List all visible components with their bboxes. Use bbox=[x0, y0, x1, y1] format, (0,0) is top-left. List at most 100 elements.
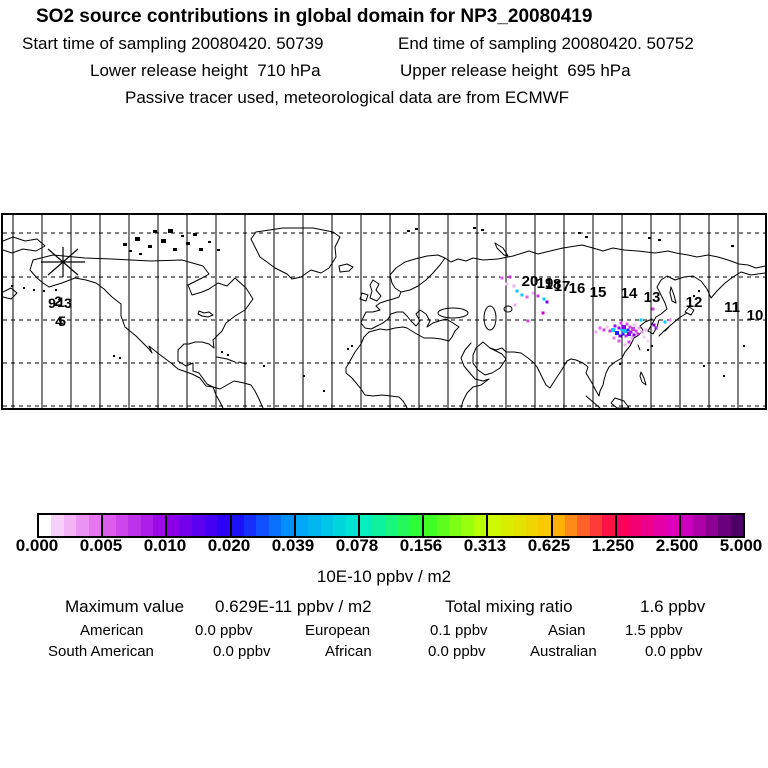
coast-europe-africa bbox=[345, 291, 460, 408]
coast-arabia bbox=[472, 341, 507, 376]
so2-contribution-pixel bbox=[605, 325, 609, 329]
so2-contribution-pixel bbox=[525, 295, 529, 299]
so2-contribution-pixel bbox=[598, 326, 602, 330]
tracer-note: Passive tracer used, meteorological data… bbox=[125, 88, 570, 107]
so2-contribution-pixel bbox=[541, 311, 545, 315]
trajectory-hour-label: 3 bbox=[64, 295, 72, 311]
lower-release-label: Lower release height 710 hPa bbox=[90, 61, 321, 80]
colorbar-cell bbox=[718, 515, 731, 536]
region-label-european: European bbox=[305, 622, 371, 639]
colorbar-tick-label: 2.500 bbox=[655, 536, 699, 555]
colorbar-cell bbox=[345, 515, 358, 536]
coast-iceland bbox=[338, 263, 354, 273]
so2-contribution-pixel bbox=[608, 329, 612, 333]
aral-sea bbox=[503, 305, 513, 313]
coast-sakhalin bbox=[669, 286, 677, 304]
coast-novaya-zemlya bbox=[494, 242, 509, 257]
colorbar-cell bbox=[295, 515, 309, 536]
colorbar-cell bbox=[436, 515, 449, 536]
so2-contribution-pixel bbox=[627, 340, 631, 344]
so2-contribution-pixel bbox=[634, 329, 638, 333]
upper-release-label: Upper release height 695 hPa bbox=[400, 61, 631, 80]
colorbar-cell bbox=[76, 515, 89, 536]
so2-contribution-pixel bbox=[642, 335, 646, 339]
so2-contribution-pixel bbox=[626, 328, 630, 332]
so2-contribution-pixel bbox=[545, 300, 549, 304]
region-value-asian: 1.5 ppbv bbox=[625, 622, 683, 639]
colorbar-tick-label: 0.078 bbox=[335, 536, 379, 555]
colorbar-cell bbox=[409, 515, 423, 536]
region-label-asian: Asian bbox=[548, 622, 586, 639]
coast-japan bbox=[658, 306, 695, 337]
so2-contribution-pixel bbox=[637, 326, 641, 330]
coast-north-america bbox=[29, 254, 254, 388]
colorbar-segment bbox=[39, 515, 104, 536]
trajectory-hour-label: 11 bbox=[724, 299, 740, 316]
max-value-label: Maximum value bbox=[65, 597, 185, 616]
coast-left-edge-fragment bbox=[3, 287, 18, 300]
coast-caribbean bbox=[216, 356, 247, 365]
so2-contribution-pixel bbox=[515, 289, 519, 293]
colorbar-cell bbox=[308, 515, 321, 536]
region-label-american: American bbox=[80, 622, 144, 639]
colorbar-units-label: 10E-10 ppbv / m2 bbox=[316, 567, 452, 586]
so2-contribution-pixel bbox=[623, 329, 627, 333]
colorbar-cell bbox=[538, 515, 551, 536]
so2-contribution-pixel bbox=[520, 293, 524, 297]
so2-contribution-pixel bbox=[542, 297, 546, 301]
colorbar-segment bbox=[424, 515, 489, 536]
so2-contribution-pixel bbox=[611, 328, 615, 332]
region-value-australian: 0.0 ppbv bbox=[645, 643, 703, 660]
so2-contribution-pixel bbox=[618, 334, 622, 338]
so2-contribution-pixel bbox=[639, 318, 643, 322]
so2-contribution-pixel bbox=[619, 321, 623, 325]
colorbar-tick-label: 0.039 bbox=[271, 536, 315, 555]
so2-contribution-pixel bbox=[617, 339, 621, 343]
colorbar-tick-label: 0.020 bbox=[207, 536, 251, 555]
trajectory-hour-label: 15 bbox=[590, 284, 607, 301]
so2-contribution-pixel bbox=[508, 275, 512, 279]
colorbar-cell bbox=[333, 515, 346, 536]
total-mixing-ratio-value: 1.6 ppbv bbox=[640, 597, 706, 616]
so2-contribution-pixel bbox=[625, 322, 629, 326]
coast-russia-north bbox=[444, 244, 765, 269]
trajectory-hour-label: 5 bbox=[58, 313, 66, 329]
colorbar-cell bbox=[63, 515, 77, 536]
so2-contribution-pixel bbox=[633, 323, 637, 327]
trajectory-hour-label: 18 bbox=[545, 276, 562, 293]
so2-contribution-pixel bbox=[602, 328, 606, 332]
so2-contribution-pixel bbox=[668, 318, 672, 322]
colorbar bbox=[37, 513, 745, 538]
colorbar-segment bbox=[616, 515, 681, 536]
region-label-south-american: South American bbox=[48, 643, 154, 660]
trajectory-hour-label: 10 bbox=[747, 307, 764, 324]
trajectory-hour-label: 17 bbox=[554, 278, 571, 295]
so2-contribution-pixel bbox=[615, 331, 619, 335]
colorbar-cell bbox=[372, 515, 385, 536]
colorbar-segment bbox=[103, 515, 168, 536]
so2-contribution-pixel bbox=[621, 332, 625, 336]
colorbar-tick-label: 1.250 bbox=[591, 536, 635, 555]
colorbar-cell bbox=[204, 515, 218, 536]
so2-contribution-pixel bbox=[628, 325, 632, 329]
so2-contribution-pixel bbox=[531, 291, 535, 295]
so2-contribution-pixel bbox=[617, 326, 621, 330]
so2-contribution-pixel bbox=[646, 339, 650, 343]
region-value-south-american: 0.0 ppbv bbox=[213, 643, 271, 660]
so2-contribution-pixel bbox=[512, 284, 516, 288]
so2-contribution-pixel bbox=[526, 319, 530, 323]
so2-contribution-pixel bbox=[536, 294, 540, 298]
colorbar-cell bbox=[384, 515, 398, 536]
so2-contribution-pixel bbox=[629, 330, 633, 334]
colorbar-cell bbox=[115, 515, 129, 536]
so2-contribution-pixel bbox=[652, 323, 656, 327]
total-mixing-ratio-label: Total mixing ratio bbox=[445, 597, 573, 616]
colorbar-cell bbox=[39, 515, 52, 536]
so2-contribution-pixel bbox=[613, 324, 617, 328]
so2-contribution-pixel bbox=[623, 343, 627, 347]
colorbar-cell bbox=[461, 515, 474, 536]
coastlines bbox=[3, 227, 765, 408]
colorbar-cell bbox=[231, 515, 244, 536]
map-graticule bbox=[3, 215, 765, 408]
